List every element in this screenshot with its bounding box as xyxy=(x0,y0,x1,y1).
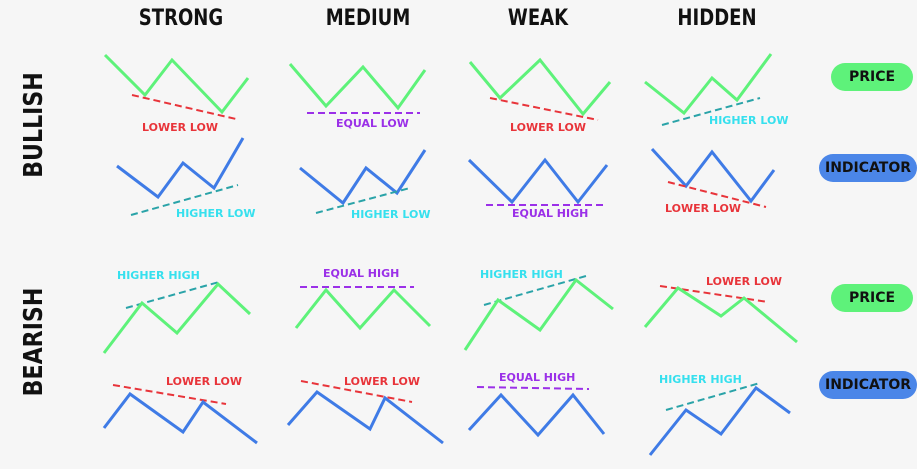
price-divergence-label: HIGHER HIGH xyxy=(480,268,563,281)
indicator-line xyxy=(650,147,776,204)
pattern-bearish-hidden: LOWER LOW HIGHER HIGH xyxy=(643,275,798,456)
pattern-bullish-strong: LOWER LOW HIGHER LOW xyxy=(103,53,255,220)
price-line xyxy=(288,63,427,111)
price-divergence-label: LOWER LOW xyxy=(706,275,782,288)
divergence-trendline xyxy=(665,382,761,411)
pattern-bullish-medium: EQUAL LOW HIGHER LOW xyxy=(288,63,430,221)
price-line xyxy=(463,277,614,351)
divergence-trendline xyxy=(130,184,239,216)
price-line xyxy=(644,53,773,116)
indicator-divergence-label: LOWER LOW xyxy=(166,375,242,388)
indicator-divergence-label: LOWER LOW xyxy=(344,375,420,388)
indicator-line xyxy=(467,392,606,438)
price-divergence-label: HIGHER LOW xyxy=(709,114,788,127)
indicator-line xyxy=(467,157,609,205)
pattern-bearish-weak: HIGHER HIGH EQUAL HIGH xyxy=(463,268,614,438)
pattern-bearish-medium: EQUAL HIGH LOWER LOW xyxy=(286,267,444,445)
price-divergence-label: LOWER LOW xyxy=(510,121,586,134)
divergence-trendline xyxy=(659,285,769,303)
indicator-divergence-label: LOWER LOW xyxy=(665,202,741,215)
column-header-weak: WEAK xyxy=(507,6,569,31)
divergence-trendline xyxy=(315,187,411,214)
divergence-trendline xyxy=(131,94,237,120)
pattern-bullish-hidden: HIGHER LOW LOWER LOW xyxy=(644,53,788,215)
divergence-trendline xyxy=(667,181,767,208)
divergence-trendline xyxy=(661,97,761,126)
indicator-legend-badge: INDICATOR xyxy=(819,154,917,182)
indicator-line xyxy=(299,149,427,206)
pattern-bearish-strong: HIGHER HIGH LOWER LOW xyxy=(102,269,258,445)
divergence-trendline xyxy=(489,97,599,121)
divergence-trendline xyxy=(112,384,227,405)
indicator-line xyxy=(286,390,444,445)
divergence-trendline xyxy=(476,386,590,390)
divergence-trendline xyxy=(300,380,413,403)
indicator-line xyxy=(116,137,245,200)
price-divergence-label: EQUAL HIGH xyxy=(323,267,399,280)
column-header-hidden: HIDDEN xyxy=(677,6,757,31)
pattern-bullish-weak: LOWER LOW EQUAL HIGH xyxy=(467,57,612,220)
indicator-line xyxy=(648,385,791,456)
price-line xyxy=(103,53,250,115)
column-header-medium: MEDIUM xyxy=(325,6,411,31)
column-header-strong: STRONG xyxy=(138,6,224,31)
indicator-divergence-label: HIGHER LOW xyxy=(351,208,430,221)
price-divergence-label: EQUAL LOW xyxy=(336,117,409,130)
price-line xyxy=(294,287,432,331)
indicator-legend-badge: INDICATOR xyxy=(819,371,917,399)
price-legend-badge: PRICE xyxy=(831,63,913,91)
indicator-divergence-label: EQUAL HIGH xyxy=(499,371,575,384)
indicator-divergence-label: HIGHER LOW xyxy=(176,207,255,220)
price-line xyxy=(102,281,252,354)
indicator-divergence-label: EQUAL HIGH xyxy=(512,207,588,220)
price-divergence-label: LOWER LOW xyxy=(142,121,218,134)
divergence-trendline xyxy=(483,275,587,306)
indicator-divergence-label: HIGHER HIGH xyxy=(659,373,742,386)
indicator-line xyxy=(102,391,258,445)
price-legend-badge: PRICE xyxy=(831,284,913,312)
price-divergence-label: HIGHER HIGH xyxy=(117,269,200,282)
price-line xyxy=(643,286,798,344)
price-line xyxy=(468,57,612,117)
